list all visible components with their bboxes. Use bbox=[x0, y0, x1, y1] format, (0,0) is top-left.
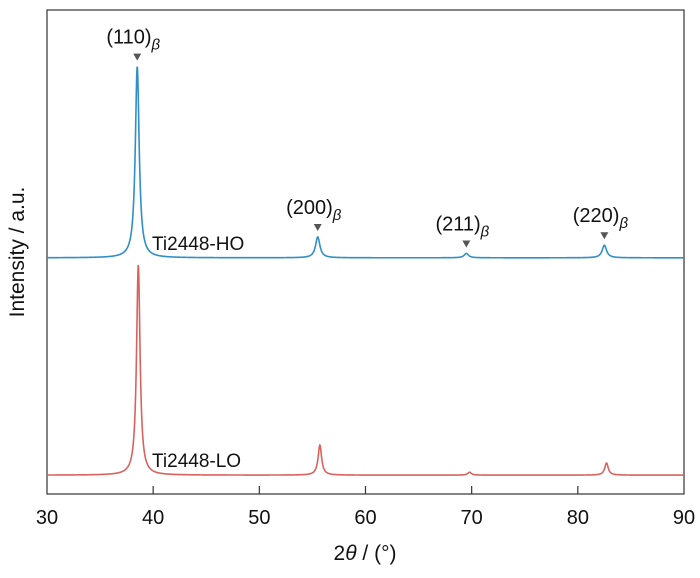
x-tick-label: 80 bbox=[567, 507, 589, 529]
x-tick-label: 40 bbox=[142, 507, 164, 529]
peak-label: (220)β bbox=[573, 205, 629, 232]
x-tick-label: 60 bbox=[354, 507, 376, 529]
y-axis-label: Intensity / a.u. bbox=[6, 187, 29, 318]
series-label-lo: Ti2448-LO bbox=[152, 451, 241, 472]
peak-label: (110)β bbox=[106, 27, 160, 54]
series-line-ti2448-ho bbox=[47, 66, 684, 259]
peak-label: (211)β bbox=[435, 213, 489, 240]
peak-marker-icon bbox=[133, 53, 142, 61]
x-tick-label: 90 bbox=[673, 507, 695, 529]
x-tick-label: 50 bbox=[248, 507, 270, 529]
peak-label: (200)β bbox=[286, 197, 342, 224]
peak-marker-icon bbox=[462, 240, 471, 248]
peak-marker-icon bbox=[313, 223, 322, 231]
peak-marker-icon bbox=[600, 232, 609, 240]
x-tick-label: 30 bbox=[36, 507, 58, 529]
series-line-ti2448-lo bbox=[47, 264, 684, 476]
x-tick-label: 70 bbox=[461, 507, 483, 529]
x-axis-label: 2θ / (°) bbox=[334, 542, 397, 565]
series-label-ho: Ti2448-HO bbox=[152, 234, 244, 255]
